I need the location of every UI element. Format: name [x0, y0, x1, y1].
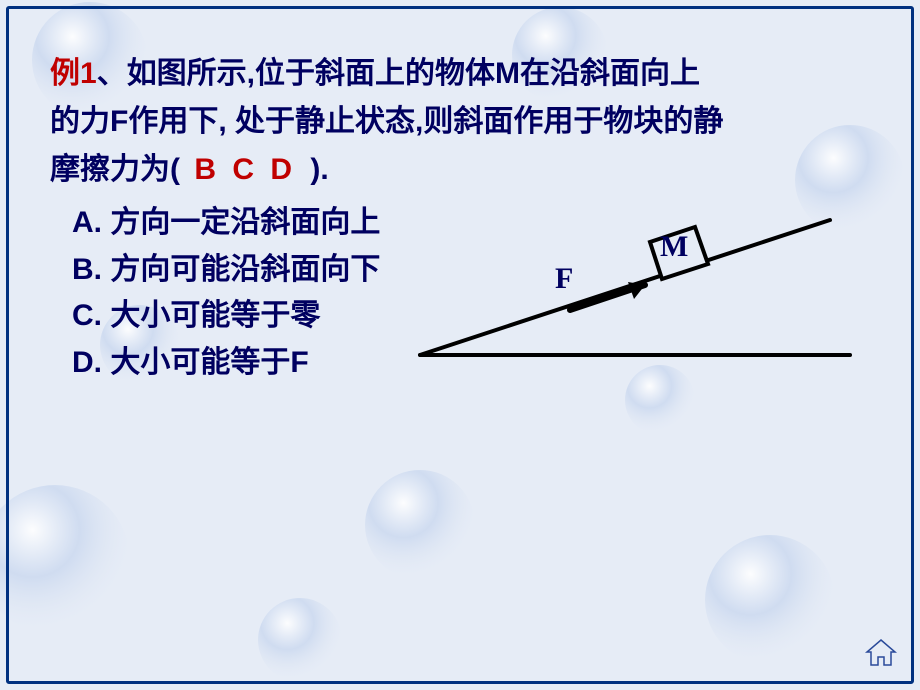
- home-icon: [864, 638, 898, 668]
- answer-text: B C D: [188, 153, 302, 186]
- stem-line3-post: ).: [310, 153, 328, 186]
- stem-line1: 如图所示,位于斜面上的物体M在沿斜面向上: [127, 57, 700, 90]
- force-label-F: F: [555, 262, 573, 296]
- question-stem: 例1、如图所示,位于斜面上的物体M在沿斜面向上 的力F作用下, 处于静止状态,则…: [50, 50, 870, 194]
- incline-diagram: F M: [400, 200, 860, 400]
- home-button[interactable]: [864, 638, 898, 668]
- mass-label-M: M: [660, 230, 688, 264]
- example-label: 例1: [50, 57, 97, 90]
- stem-line3-pre: 摩擦力为(: [50, 153, 180, 186]
- separator: 、: [97, 57, 127, 90]
- stem-line2: 的力F作用下, 处于静止状态,则斜面作用于物块的静: [50, 105, 723, 138]
